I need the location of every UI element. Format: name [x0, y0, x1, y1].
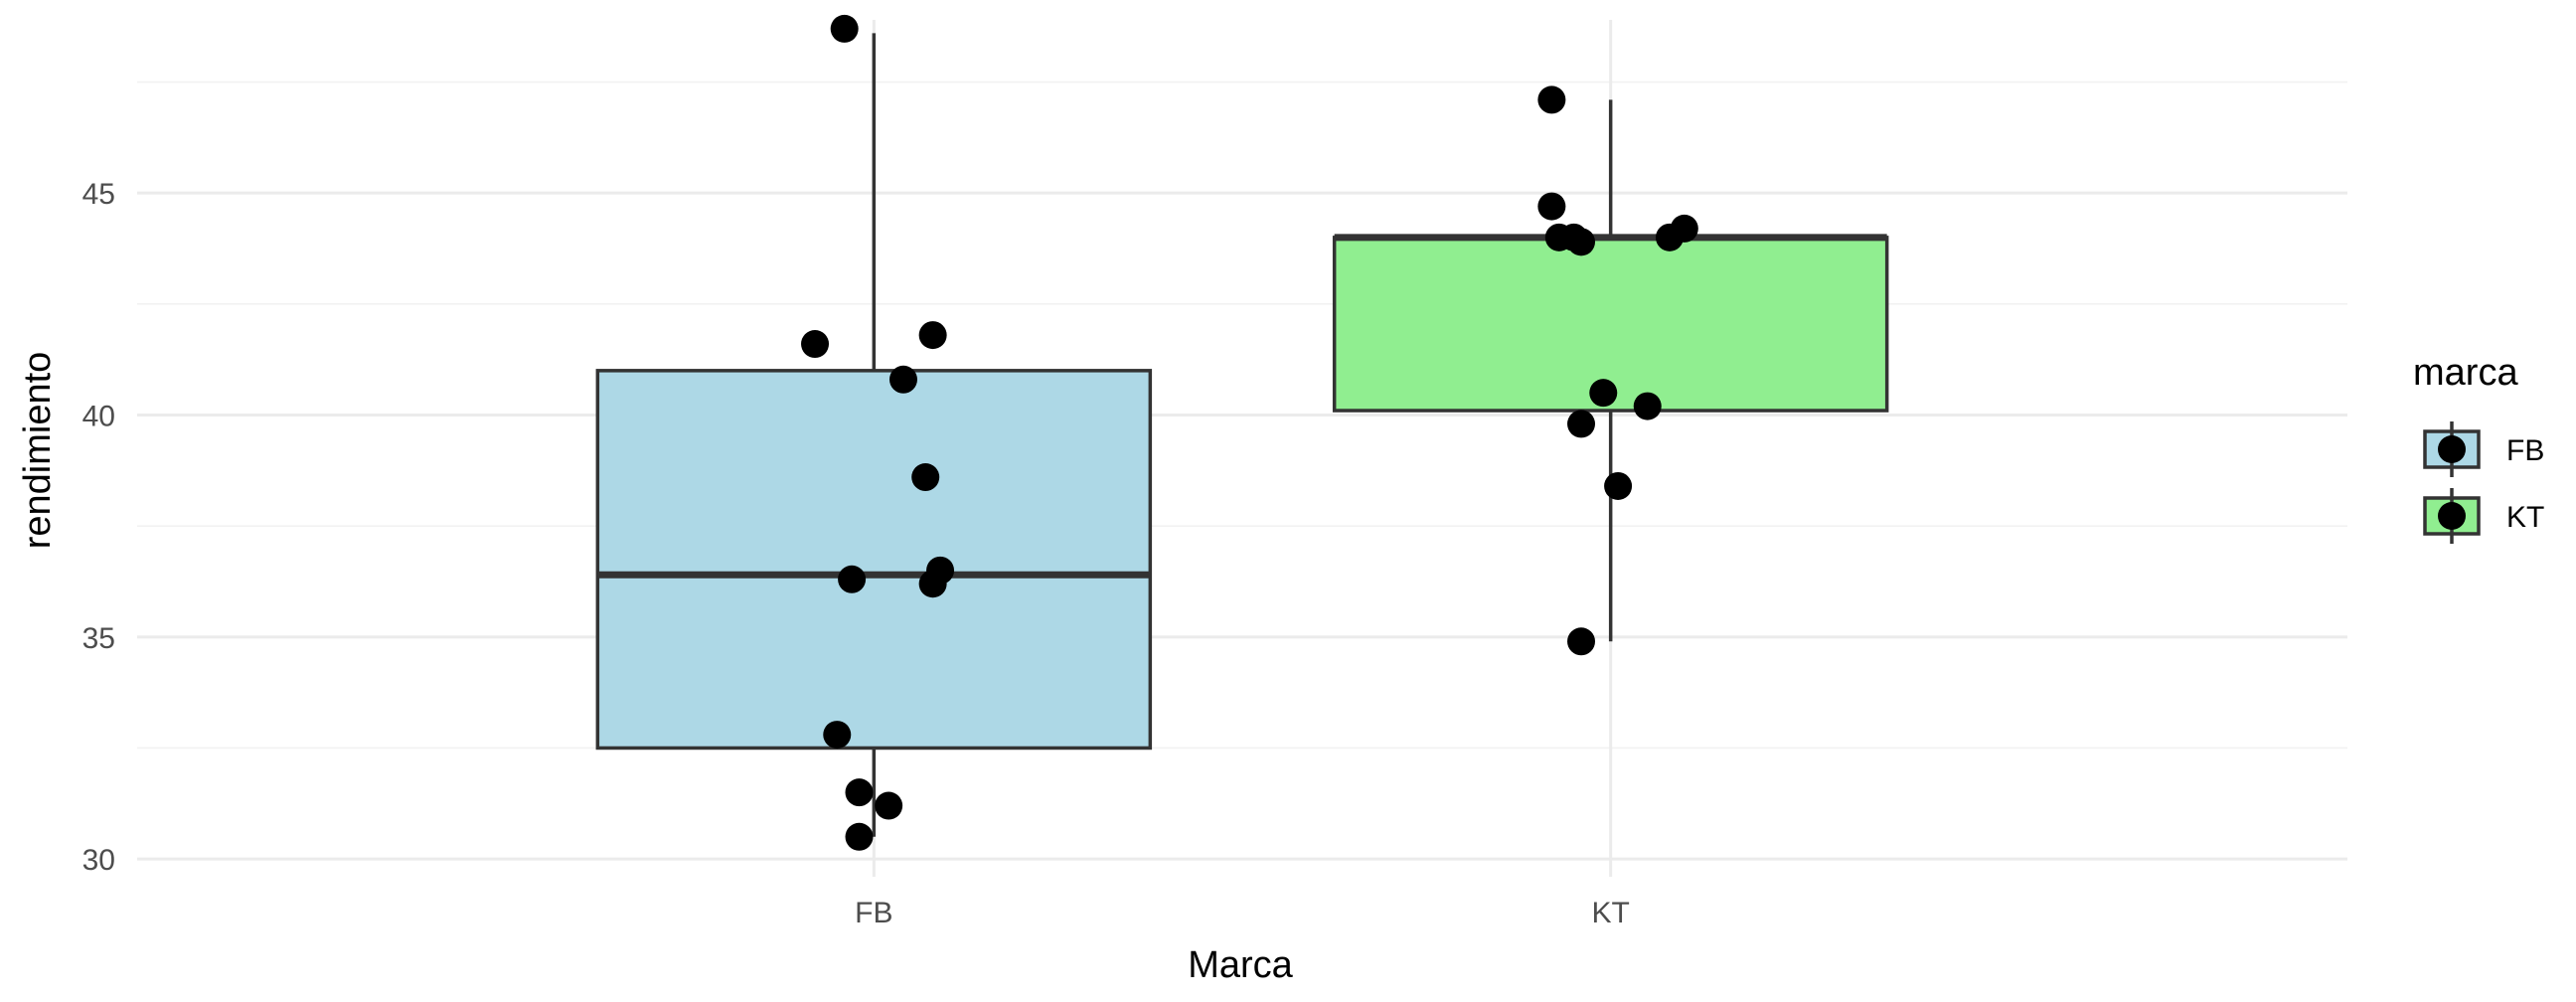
data-point [888, 365, 917, 394]
data-point [1670, 214, 1698, 243]
data-point [1567, 410, 1596, 438]
x-tick-label: KT [1591, 897, 1629, 929]
data-point [1537, 192, 1566, 221]
data-point [823, 721, 852, 750]
legend-label: KT [2506, 501, 2544, 534]
data-point [1537, 85, 1566, 114]
legend-key-point [2438, 502, 2466, 530]
legend: marca FB KT [2413, 352, 2544, 544]
data-point [838, 565, 867, 593]
legend-label: FB [2506, 434, 2544, 467]
data-point [830, 14, 859, 43]
data-point [875, 791, 903, 820]
data-point [1589, 379, 1618, 408]
y-tick-label: 45 [82, 178, 115, 211]
x-axis-title: Marca [1188, 944, 1293, 986]
grid-lines [137, 20, 2347, 877]
x-axis-ticks: FB KT [855, 897, 1630, 929]
box-kt [1332, 99, 1889, 642]
legend-item-kt: KT [2423, 488, 2544, 544]
data-point [845, 778, 874, 807]
data-point [911, 463, 940, 492]
x-tick-label: FB [855, 897, 892, 929]
data-point [918, 321, 947, 350]
y-axis-ticks: 30 35 40 45 [82, 178, 115, 877]
data-point [845, 822, 874, 851]
legend-title: marca [2413, 352, 2518, 394]
box-body [595, 369, 1153, 751]
legend-item-fb: FB [2423, 421, 2544, 477]
data-points [801, 14, 1698, 851]
y-tick-label: 40 [82, 401, 115, 433]
legend-items: FB KT [2423, 421, 2544, 544]
data-point [1604, 471, 1633, 500]
y-axis-title: rendimiento [17, 352, 59, 550]
y-tick-label: 35 [82, 622, 115, 655]
boxes [595, 33, 1889, 837]
legend-key-point [2438, 435, 2466, 463]
box-fb [595, 33, 1153, 837]
data-point [1633, 392, 1662, 420]
y-tick-label: 30 [82, 844, 115, 877]
data-point [918, 570, 947, 598]
data-point [1567, 627, 1596, 656]
data-point [801, 330, 830, 359]
data-point [1567, 228, 1596, 256]
